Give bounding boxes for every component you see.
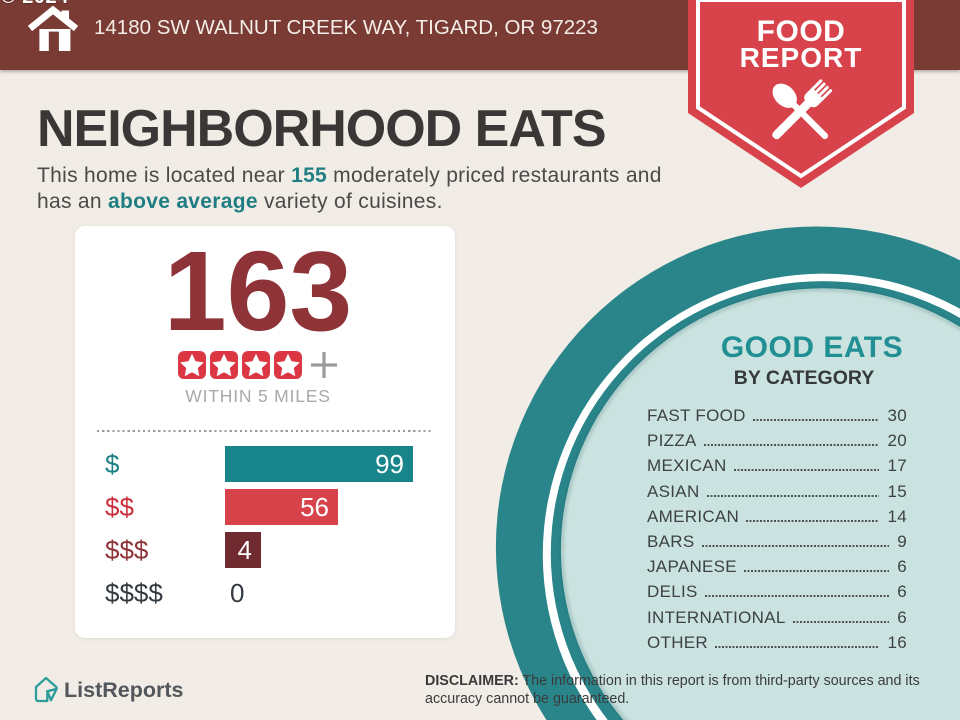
svg-text:FOOD: FOOD [757,15,846,48]
svg-text:REPORT: REPORT [740,42,863,73]
